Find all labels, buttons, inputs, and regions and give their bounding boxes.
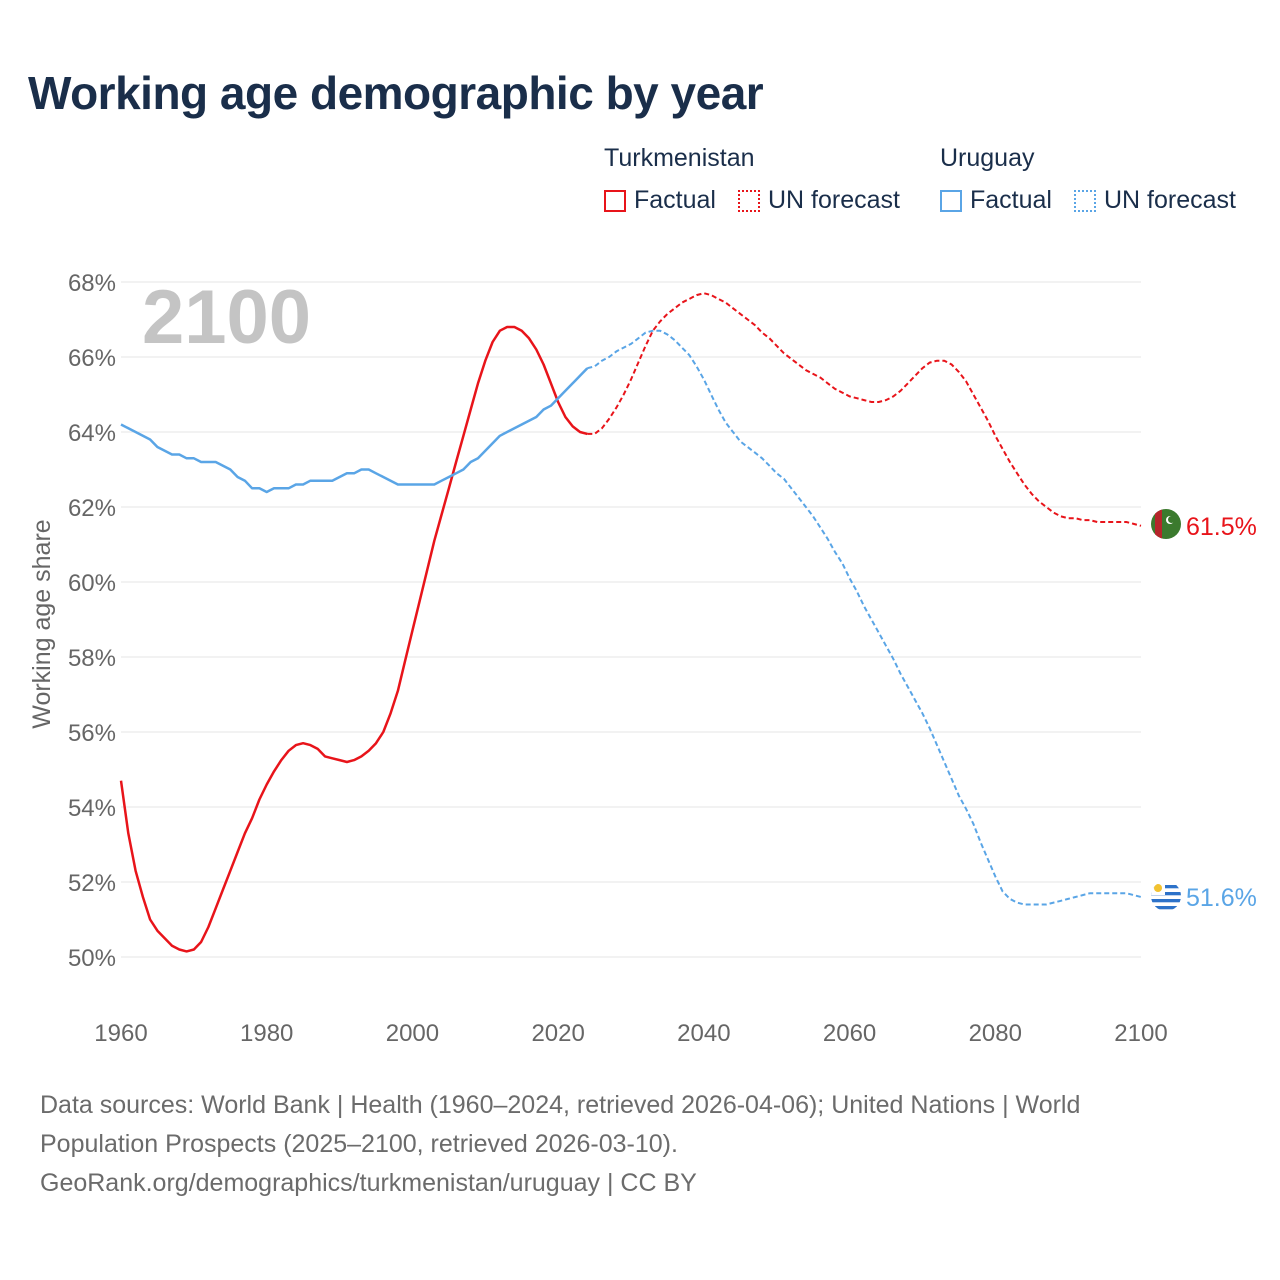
x-tick-label: 2040: [677, 1020, 730, 1047]
legend-uruguay-factual[interactable]: Factual: [940, 186, 1052, 215]
y-tick-label: 62%: [68, 495, 116, 522]
legend-group-turkmenistan: Turkmenistan: [604, 144, 755, 172]
y-tick-label: 58%: [68, 645, 116, 672]
year-watermark: 2100: [142, 275, 311, 360]
y-tick-label: 50%: [68, 945, 116, 972]
legend-label: Factual: [970, 186, 1052, 214]
uruguay-factual-line[interactable]: [120, 367, 589, 494]
legend-swatch-solid-blue: [940, 189, 962, 212]
uruguay-flag-icon: [1151, 881, 1181, 911]
series-lines: [119, 292, 1142, 953]
x-tick-label: 2020: [531, 1020, 584, 1047]
legend-label: UN forecast: [768, 186, 900, 214]
x-tick-label: 1980: [240, 1020, 293, 1047]
x-axis-ticks: 1960 1980 2000 2020 2040 2060 2080 2100: [94, 1020, 1167, 1047]
x-tick-label: 2080: [969, 1020, 1022, 1047]
y-tick-label: 60%: [68, 570, 116, 597]
end-labels: 61.5% 51.6%: [1186, 513, 1257, 912]
y-tick-label: 56%: [68, 720, 116, 747]
y-axis-label: Working age share: [28, 519, 56, 728]
legend-swatch-solid-red: [604, 189, 626, 212]
footer-sources-line1: Data sources: World Bank | Health (1960–…: [40, 1091, 1081, 1119]
y-tick-label: 66%: [68, 345, 116, 372]
footer-attribution-link[interactable]: GeoRank.org/demographics/turkmenistan/ur…: [40, 1169, 697, 1197]
y-axis-ticks: 50% 52% 54% 56% 58% 60% 62% 64% 66% 68%: [68, 270, 116, 972]
turkmenistan-flag-icon: [1151, 509, 1181, 539]
y-tick-label: 54%: [68, 795, 116, 822]
turkmenistan-forecast-line[interactable]: [587, 292, 1142, 527]
footer: Data sources: World Bank | Health (1960–…: [40, 1086, 1240, 1203]
x-tick-label: 2000: [386, 1020, 439, 1047]
legend-label: UN forecast: [1104, 186, 1236, 214]
line-chart: 50% 52% 54% 56% 58% 60% 62% 64% 66% 68% 1960 1980 2…: [28, 270, 1257, 1047]
y-tick-label: 68%: [68, 270, 116, 297]
legend-turkmenistan-factual[interactable]: Factual: [604, 186, 716, 215]
legend-turkmenistan-forecast[interactable]: UN forecast: [738, 186, 900, 215]
grid-lines: [121, 281, 1141, 958]
legend-uruguay-forecast[interactable]: UN forecast: [1074, 186, 1236, 215]
x-tick-label: 2100: [1114, 1020, 1167, 1047]
chart-title: Working age demographic by year: [28, 67, 764, 119]
turkmenistan-end-value-label: 61.5%: [1186, 513, 1257, 541]
footer-sources-line2: Population Prospects (2025–2100, retriev…: [40, 1130, 678, 1158]
legend-swatch-dotted-red: [738, 189, 760, 212]
x-tick-label: 1960: [94, 1020, 147, 1047]
uruguay-end-value-label: 51.6%: [1186, 884, 1257, 912]
legend-swatch-dotted-blue: [1074, 189, 1096, 212]
legend-group-uruguay: Uruguay: [940, 144, 1035, 172]
x-tick-label: 2060: [823, 1020, 876, 1047]
turkmenistan-factual-line[interactable]: [119, 325, 588, 953]
y-tick-label: 52%: [68, 870, 116, 897]
uruguay-forecast-line[interactable]: [587, 329, 1142, 906]
y-tick-label: 64%: [68, 420, 116, 447]
legend-label: Factual: [634, 186, 716, 214]
